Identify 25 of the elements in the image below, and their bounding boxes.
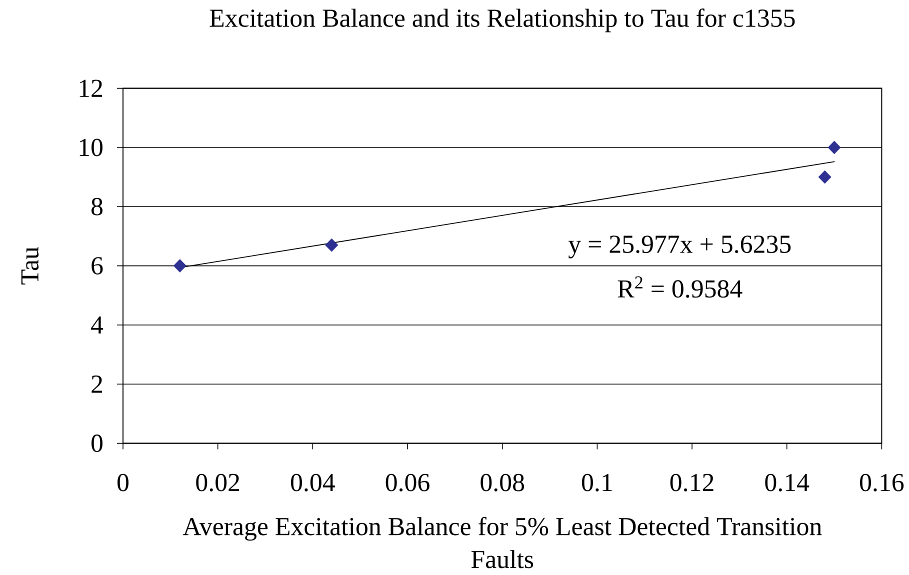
x-axis-title: Average Excitation Balance for 5% Least Detected Transition Faults: [182, 516, 822, 568]
x-tick-label: 0.06: [386, 474, 430, 492]
point: [173, 259, 186, 272]
x-tick-label: 0: [118, 474, 128, 492]
y-axis-title: Tau: [21, 246, 39, 285]
y-tick-label: 2: [92, 376, 102, 393]
x-tick-label: 0.1: [582, 474, 612, 492]
point: [325, 238, 338, 252]
x-tick-label: 0.16: [860, 474, 904, 492]
point: [828, 140, 841, 154]
x-tick-label: 0.12: [670, 474, 714, 492]
x-tick-label: 0.02: [196, 474, 240, 492]
y-tick-label: 4: [91, 316, 104, 334]
annotation: y = 25.977x + 5.6235: [568, 236, 791, 258]
y-tick-label: 8: [92, 198, 102, 216]
x-tick-label: 0.04: [290, 474, 335, 492]
point: [818, 170, 832, 184]
y-tick-label: 10: [80, 138, 102, 156]
chart-title: Excitation Balance and its Relationship to Tau for c1355: [210, 8, 795, 32]
x-tick-label: 0.08: [480, 474, 524, 492]
x-tick-label: 0.14: [765, 474, 810, 492]
annotation: R$^{2}$ = 0.9584: [618, 276, 742, 298]
y-tick-label: 12: [80, 80, 102, 97]
y-tick-label: 6: [92, 257, 103, 274]
y-tick-label: 0: [92, 434, 102, 452]
